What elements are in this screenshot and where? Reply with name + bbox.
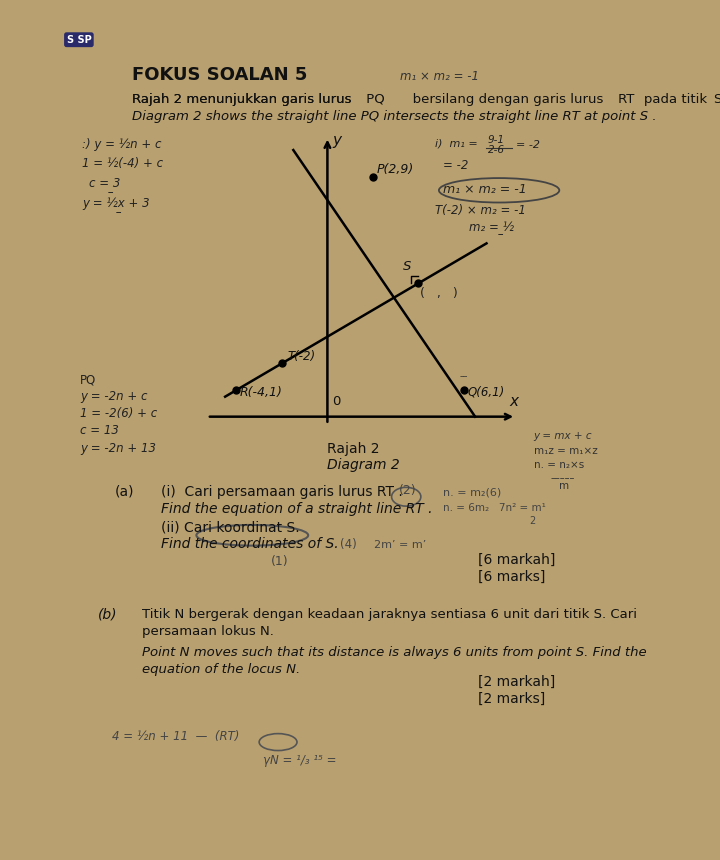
Text: i)  m₁ =: i) m₁ = [435, 138, 477, 148]
Text: n. = n₂×s: n. = n₂×s [534, 459, 584, 470]
Text: c = 13: c = 13 [81, 424, 119, 437]
Text: 2-6: 2-6 [488, 144, 505, 155]
Text: equation of the locus N.: equation of the locus N. [142, 662, 300, 675]
Text: = -2: = -2 [444, 159, 469, 172]
Text: [6 marks]: [6 marks] [477, 569, 545, 583]
Text: Diagram 2 shows the straight line PQ intersects the straight line RT at point S : Diagram 2 shows the straight line PQ int… [132, 110, 657, 123]
Text: m₁z = m₁×z: m₁z = m₁×z [534, 445, 598, 456]
Text: y: y [332, 132, 341, 148]
Text: Find the coordinates of S.: Find the coordinates of S. [161, 538, 338, 551]
Text: y = ½x + 3: y = ½x + 3 [82, 197, 150, 210]
Text: Diagram 2: Diagram 2 [327, 458, 400, 472]
Text: (1): (1) [271, 556, 289, 568]
Text: T(-2): T(-2) [287, 349, 315, 363]
Text: n. = 6m₂   7n² = m¹: n. = 6m₂ 7n² = m¹ [444, 503, 546, 513]
Text: T(-2) × m₂ = -1: T(-2) × m₂ = -1 [435, 204, 526, 217]
Text: 4 = ½n + 11  —  (RT): 4 = ½n + 11 — (RT) [112, 730, 240, 743]
Text: n. = m₂(6): n. = m₂(6) [444, 488, 501, 498]
Text: –: – [89, 186, 114, 199]
Text: 1 = ½(-4) + c: 1 = ½(-4) + c [82, 157, 163, 169]
Text: m₁ × m₂ = -1: m₁ × m₂ = -1 [400, 71, 480, 83]
Text: R(-4,1): R(-4,1) [240, 385, 283, 399]
Text: Point N moves such that its distance is always 6 units from point S. Find the: Point N moves such that its distance is … [142, 646, 647, 659]
Text: (ii) Cari koordinat S.: (ii) Cari koordinat S. [161, 520, 300, 535]
Text: (a): (a) [114, 485, 134, 499]
Text: ––: –– [459, 372, 468, 381]
Text: –: – [82, 206, 122, 218]
Text: –––––: ––––– [551, 473, 575, 482]
Text: P(2,9): P(2,9) [377, 163, 413, 176]
Text: (i)  Cari persamaan garis lurus RT .: (i) Cari persamaan garis lurus RT . [161, 485, 403, 499]
Text: (   ,   ): ( , ) [420, 286, 458, 299]
Text: S: S [403, 261, 411, 273]
Text: 1 = -2(6) + c: 1 = -2(6) + c [81, 407, 158, 420]
Text: (2): (2) [398, 484, 416, 497]
Text: [6 markah]: [6 markah] [477, 552, 555, 567]
Text: 2m’ = m’: 2m’ = m’ [374, 540, 427, 550]
Text: y = -2n + c: y = -2n + c [81, 390, 148, 403]
Text: [2 marks]: [2 marks] [477, 691, 545, 705]
Text: = -2: = -2 [516, 140, 540, 150]
Text: Rajah 2: Rajah 2 [327, 441, 379, 456]
Text: c = 3: c = 3 [89, 177, 120, 190]
Text: Q(6,1): Q(6,1) [467, 385, 505, 399]
Text: :) y = ½n + c: :) y = ½n + c [82, 138, 161, 151]
Text: x: x [509, 394, 518, 409]
Text: S SP: S SP [66, 34, 91, 45]
Text: [2 markah]: [2 markah] [477, 675, 555, 689]
Text: Titik N bergerak dengan keadaan jaraknya sentiasa 6 unit dari titik S. Cari: Titik N bergerak dengan keadaan jaraknya… [142, 608, 637, 621]
Text: Rajah 2 menunjukkan garis lurus     PQ          bersilang dengan garis lurus    : Rajah 2 menunjukkan garis lurus PQ bersi… [132, 93, 720, 106]
Text: 9-1: 9-1 [488, 135, 505, 145]
Text: (b): (b) [97, 607, 117, 621]
Text: Find the equation of a straight line RT .: Find the equation of a straight line RT … [161, 501, 433, 516]
Text: Rajah 2 menunjukkan garis lurus: Rajah 2 menunjukkan garis lurus [132, 93, 356, 106]
Text: 0: 0 [332, 395, 341, 408]
Text: (4): (4) [340, 538, 356, 551]
Text: PQ: PQ [81, 373, 96, 386]
Text: m₂ = ½: m₂ = ½ [469, 221, 514, 234]
Text: γN = ¹/₃ ¹⁵ =: γN = ¹/₃ ¹⁵ = [263, 753, 336, 767]
Text: persamaan lokus N.: persamaan lokus N. [142, 625, 274, 638]
Text: –: – [480, 228, 504, 242]
Text: FOKUS SOALAN 5: FOKUS SOALAN 5 [132, 66, 307, 84]
Text: 2: 2 [529, 516, 536, 526]
Text: y = mx + c: y = mx + c [534, 432, 592, 441]
Text: m₁ × m₂ = -1: m₁ × m₂ = -1 [444, 183, 527, 196]
Text: m: m [559, 482, 570, 491]
Text: y = -2n + 13: y = -2n + 13 [81, 442, 156, 455]
